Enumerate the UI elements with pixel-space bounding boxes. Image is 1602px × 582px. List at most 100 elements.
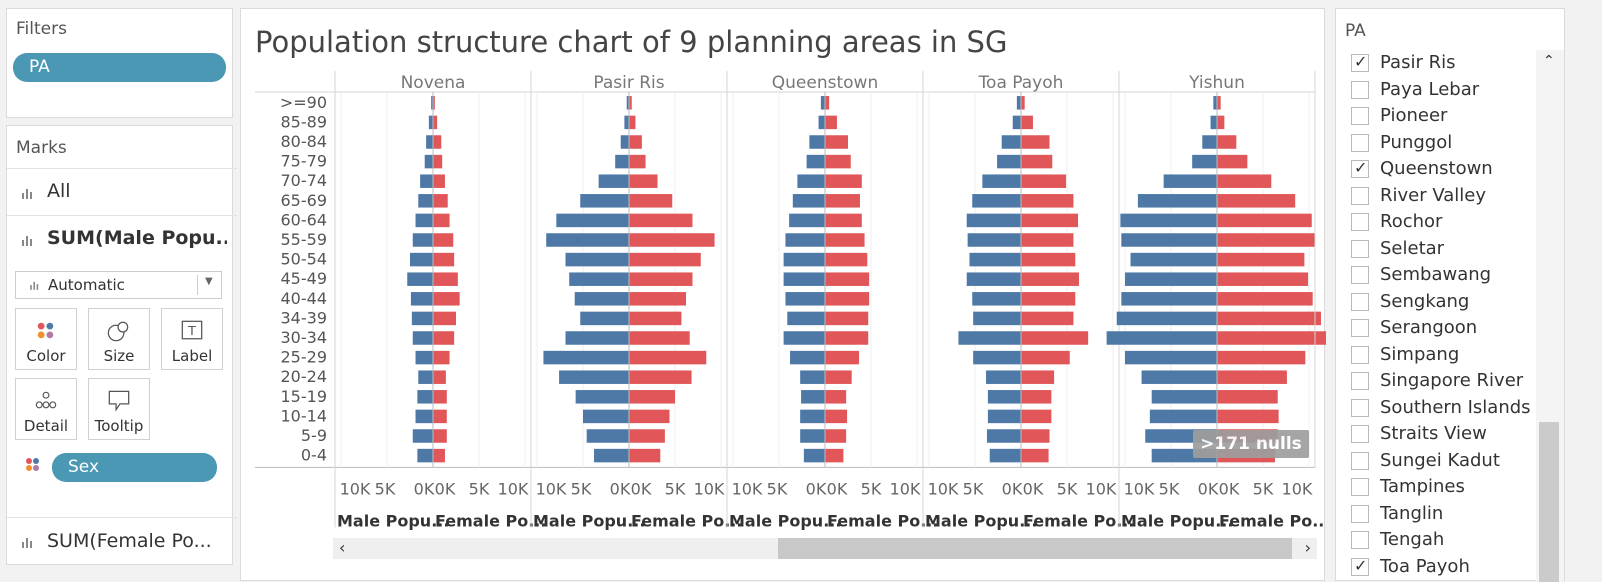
- female-axis-title: Female Po...: [631, 511, 742, 530]
- pa-filter-item[interactable]: Sengkang: [1336, 293, 1536, 319]
- pa-filter-item[interactable]: Straits View: [1336, 425, 1536, 451]
- dropdown-divider: [197, 275, 198, 295]
- male-bar: [821, 96, 825, 110]
- axis-tick-label: 0K: [435, 479, 456, 498]
- chevron-down-icon: ▼: [205, 276, 213, 287]
- pa-filter-item[interactable]: Tengah: [1336, 531, 1536, 557]
- pa-filter-item[interactable]: Southern Islands: [1336, 399, 1536, 425]
- axis-tick-label: 5K: [375, 479, 396, 498]
- female-bar: [629, 449, 660, 463]
- pa-checkbox[interactable]: [1351, 187, 1369, 205]
- scroll-left-arrow[interactable]: ‹: [339, 538, 345, 557]
- pa-checkbox[interactable]: [1351, 81, 1369, 99]
- tooltip-card[interactable]: Tooltip: [88, 378, 150, 440]
- pa-filter-item[interactable]: Singapore River: [1336, 372, 1536, 398]
- male-bar: [789, 214, 825, 228]
- marks-row-male[interactable]: SUM(Male Popu...: [7, 215, 237, 263]
- pa-filter-item[interactable]: Seletar: [1336, 240, 1536, 266]
- male-bar: [790, 351, 825, 365]
- age-group-label: 30-34: [281, 328, 328, 347]
- pa-checkbox[interactable]: [1351, 160, 1369, 178]
- pa-filter-item[interactable]: Tampines: [1336, 478, 1536, 504]
- male-axis-title: Male Popu...: [729, 511, 841, 530]
- pa-checkbox[interactable]: [1351, 399, 1369, 417]
- pa-filter-item[interactable]: River Valley: [1336, 187, 1536, 213]
- mark-type-value: Automatic: [48, 276, 125, 294]
- female-bar: [629, 253, 701, 267]
- pa-checkbox[interactable]: [1351, 372, 1369, 390]
- pa-checkbox[interactable]: [1351, 293, 1369, 311]
- pa-filter-item[interactable]: Pioneer: [1336, 107, 1536, 133]
- pa-item-label: River Valley: [1380, 185, 1486, 206]
- pa-filter-item[interactable]: Serangoon: [1336, 319, 1536, 345]
- age-group-label: 70-74: [281, 171, 328, 190]
- marks-row-all[interactable]: All: [7, 168, 237, 215]
- pa-filter-item[interactable]: Tanglin: [1336, 505, 1536, 531]
- label-card-label: Label: [162, 347, 222, 365]
- pa-filter-item[interactable]: Pasir Ris: [1336, 54, 1536, 80]
- age-group-label: 55-59: [281, 230, 328, 249]
- pa-filter-item[interactable]: Sungei Kadut: [1336, 452, 1536, 478]
- pa-filter-title: PA: [1345, 21, 1366, 41]
- pa-filter-item[interactable]: Toa Payoh: [1336, 558, 1536, 582]
- male-bar: [987, 429, 1021, 443]
- mark-type-dropdown[interactable]: Automatic ▼: [15, 271, 222, 299]
- male-bar: [1211, 116, 1217, 129]
- pa-filter-pill[interactable]: PA: [13, 53, 226, 82]
- pa-checkbox[interactable]: [1351, 558, 1369, 576]
- pa-filter-item[interactable]: Rochor: [1336, 213, 1536, 239]
- size-card[interactable]: Size: [88, 308, 150, 370]
- pa-checkbox[interactable]: [1351, 319, 1369, 337]
- male-bar: [1002, 135, 1021, 149]
- scroll-right-arrow[interactable]: ›: [1305, 538, 1311, 557]
- pa-checkbox[interactable]: [1351, 531, 1369, 549]
- sex-pill[interactable]: Sex: [52, 453, 217, 482]
- color-card[interactable]: Color: [15, 308, 77, 370]
- pa-filter-list: Pasir Ris Paya LebarPioneerPunggolQueenst…: [1336, 50, 1536, 582]
- pa-checkbox[interactable]: [1351, 107, 1369, 125]
- pa-filter-item[interactable]: Sembawang: [1336, 266, 1536, 292]
- vertical-scrollbar[interactable]: ⌃: [1536, 50, 1564, 582]
- male-bar: [1138, 194, 1217, 208]
- axis-tick-label: 5K: [963, 479, 984, 498]
- male-bar: [969, 253, 1021, 267]
- marks-row-female[interactable]: SUM(Female Po...: [7, 517, 237, 565]
- pa-filter-item[interactable]: Punggol: [1336, 134, 1536, 160]
- axis-tick-label: 10K: [536, 479, 567, 498]
- pa-checkbox[interactable]: [1351, 478, 1369, 496]
- pa-checkbox[interactable]: [1351, 425, 1369, 443]
- female-bar: [825, 292, 869, 306]
- female-bar: [1021, 135, 1050, 149]
- horizontal-scrollbar[interactable]: ‹ ›: [333, 538, 1317, 559]
- label-card[interactable]: T Label: [161, 308, 223, 370]
- male-bar: [1121, 292, 1217, 306]
- pa-checkbox[interactable]: [1351, 54, 1369, 72]
- scrollbar-thumb[interactable]: [1539, 422, 1559, 582]
- null-indicator[interactable]: >171 nulls: [1193, 430, 1309, 458]
- pa-filter-item[interactable]: Queenstown: [1336, 160, 1536, 186]
- scroll-up-arrow[interactable]: ⌃: [1543, 53, 1555, 69]
- male-bar: [800, 370, 825, 384]
- pa-checkbox[interactable]: [1351, 452, 1369, 470]
- pa-filter-item[interactable]: Paya Lebar: [1336, 81, 1536, 107]
- detail-card[interactable]: Detail: [15, 378, 77, 440]
- male-bar: [784, 272, 825, 286]
- female-bar: [433, 449, 445, 463]
- female-bar: [825, 96, 829, 110]
- age-group-label: 34-39: [281, 308, 328, 327]
- pa-checkbox[interactable]: [1351, 266, 1369, 284]
- pa-item-label: Pasir Ris: [1380, 52, 1455, 73]
- pa-checkbox[interactable]: [1351, 505, 1369, 523]
- female-bar: [433, 272, 458, 286]
- pa-checkbox[interactable]: [1351, 213, 1369, 231]
- female-bar: [629, 429, 665, 443]
- scrollbar-thumb[interactable]: [778, 538, 1292, 559]
- pa-checkbox[interactable]: [1351, 134, 1369, 152]
- pa-checkbox[interactable]: [1351, 240, 1369, 258]
- male-bar: [418, 194, 433, 208]
- pa-checkbox[interactable]: [1351, 346, 1369, 364]
- axis-tick-label: 10K: [1124, 479, 1155, 498]
- pa-filter-item[interactable]: Simpang: [1336, 346, 1536, 372]
- male-bar: [988, 390, 1021, 404]
- female-bar: [825, 155, 851, 169]
